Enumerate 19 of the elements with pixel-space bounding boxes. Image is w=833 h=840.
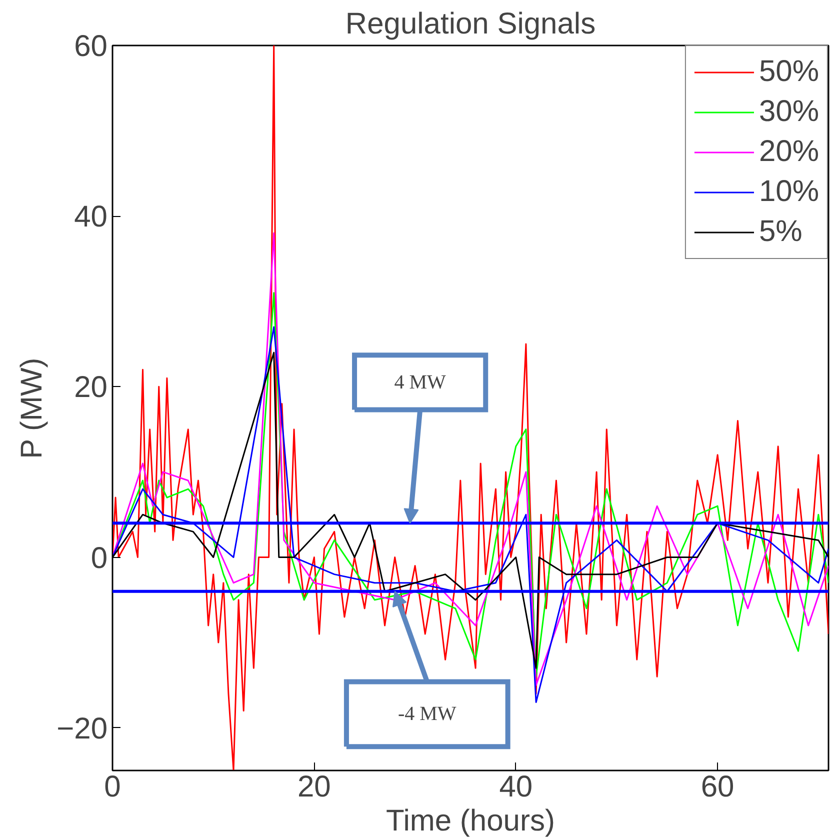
y-tick-label: 40 bbox=[74, 200, 108, 234]
legend-label: 30% bbox=[758, 94, 819, 130]
y-tick-label: 0 bbox=[90, 542, 108, 575]
x-tick-label: 20 bbox=[298, 770, 331, 804]
y-axis-title: P (MW) bbox=[16, 358, 49, 459]
y-tick-label: −20 bbox=[56, 712, 108, 746]
line-series bbox=[112, 46, 828, 770]
x-tick-label: 40 bbox=[499, 770, 533, 804]
x-axis-title: Time (hours) bbox=[386, 804, 555, 838]
annotation: -4 MW bbox=[398, 703, 456, 726]
legend-label: 5% bbox=[758, 214, 802, 250]
chart-title: Regulation Signals bbox=[345, 8, 596, 40]
legend-label: 10% bbox=[758, 174, 819, 210]
annotation: 4 MW bbox=[394, 371, 446, 394]
legend-label: 50% bbox=[758, 54, 819, 90]
y-tick-label: 20 bbox=[74, 371, 108, 404]
x-tick-label: 60 bbox=[700, 770, 734, 804]
legend-label: 20% bbox=[758, 134, 819, 170]
y-tick-label: 60 bbox=[74, 30, 108, 63]
